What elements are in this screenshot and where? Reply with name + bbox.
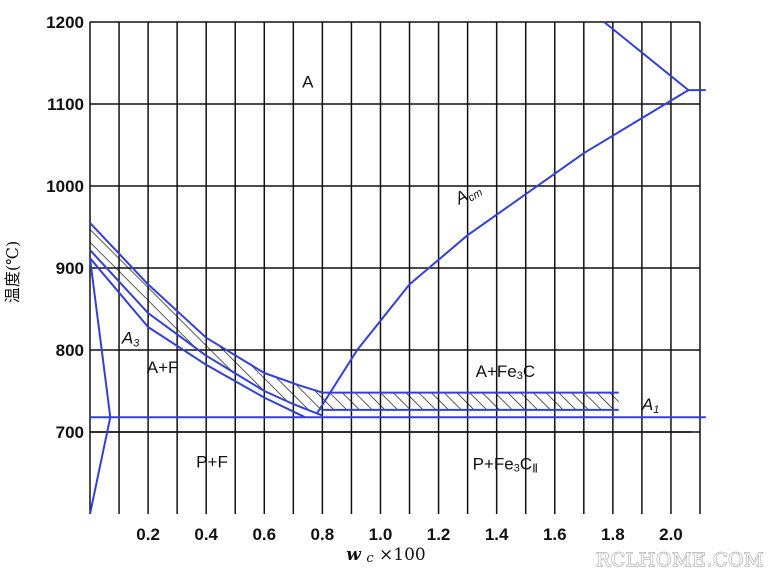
y-tick-label: 900 (56, 259, 84, 278)
x-tick-label: 0.8 (311, 525, 335, 544)
x-axis-subscript: c (366, 551, 374, 566)
curve-label: A1 (641, 395, 659, 416)
watermark-text: RCLHOME.COM (596, 549, 764, 571)
x-tick-label: 0.4 (194, 525, 218, 544)
ferrite-upper-line (89, 258, 112, 418)
region-label: P+Fe3CⅡ (473, 455, 538, 476)
a3-middle-curve (89, 249, 323, 417)
region-label: P+F (196, 452, 228, 471)
x-tick-label: 0.6 (252, 525, 276, 544)
region-labels: A A+F P+F A+Fe3C P+Fe3CⅡ (147, 73, 538, 476)
x-tick-label: 1.2 (427, 525, 451, 544)
x-tick-label: 1.8 (601, 525, 625, 544)
a3-upper-curve (89, 222, 323, 394)
region-label: A+F (147, 358, 179, 377)
y-axis-label: 温度(℃) (3, 241, 22, 303)
y-tick-label: 700 (56, 423, 84, 442)
a3-lower-curve (89, 257, 306, 419)
axis-tick-labels: 0.2 0.4 0.6 0.8 1.0 1.2 1.4 1.6 1.8 2.0 700 800 900 1… (46, 13, 683, 544)
acm-curve (315, 89, 689, 415)
x-tick-label: 1.6 (543, 525, 567, 544)
y-tick-label: 800 (56, 341, 84, 360)
upper-boundary-line (603, 21, 690, 91)
y-tick-label: 1200 (46, 13, 84, 32)
x-tick-label: 2.0 (659, 525, 683, 544)
y-tick-label: 1000 (46, 177, 84, 196)
hatched-zones (90, 222, 619, 416)
hatch-a3-zone (90, 222, 323, 416)
x-axis-symbol: w (346, 545, 362, 565)
x-tick-label: 1.4 (485, 525, 509, 544)
x-tick-label: 0.2 (136, 525, 160, 544)
x-axis-label: w c ×100 (346, 545, 425, 567)
curve-label: A3 (121, 328, 140, 349)
x-tick-label: 1.0 (369, 525, 393, 544)
grid-lines (89, 21, 701, 514)
y-tick-label: 1100 (47, 95, 84, 114)
phase-lines (89, 21, 706, 515)
region-label: A+Fe3C (476, 362, 536, 382)
x-axis-suffix: ×100 (379, 545, 426, 565)
ferrite-lower-line (89, 416, 112, 515)
region-label: A (302, 73, 314, 92)
hatch-a1-zone (322, 392, 619, 410)
